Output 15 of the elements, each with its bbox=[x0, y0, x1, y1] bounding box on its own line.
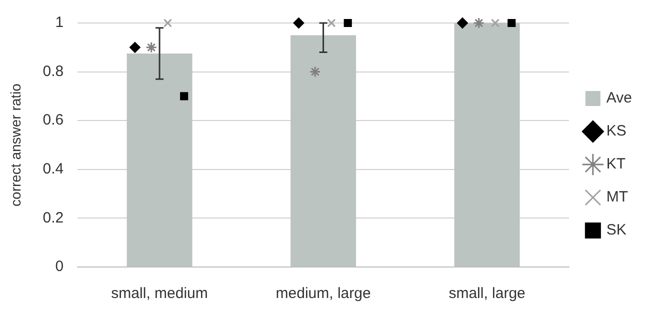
x-tick-label: small, large bbox=[448, 285, 526, 302]
y-tick-label: 0.6 bbox=[42, 112, 64, 129]
x-tick-label: small, medium bbox=[111, 285, 208, 302]
legend-label: Ave bbox=[606, 90, 632, 107]
legend-label: MT bbox=[606, 188, 628, 206]
legend-label: SK bbox=[606, 222, 626, 239]
y-tick-label: 0.4 bbox=[42, 160, 64, 178]
y-axis-title: correct answer ratio bbox=[7, 83, 24, 206]
y-tick-label: 0.8 bbox=[42, 62, 64, 80]
y-tick-label: 1 bbox=[55, 14, 64, 32]
legend-label: KT bbox=[606, 156, 626, 173]
y-tick-label: 0.2 bbox=[42, 209, 64, 226]
x-tick-label: medium, large bbox=[276, 285, 371, 302]
y-tick-label: 0 bbox=[55, 258, 64, 276]
legend-label: KS bbox=[606, 122, 626, 140]
